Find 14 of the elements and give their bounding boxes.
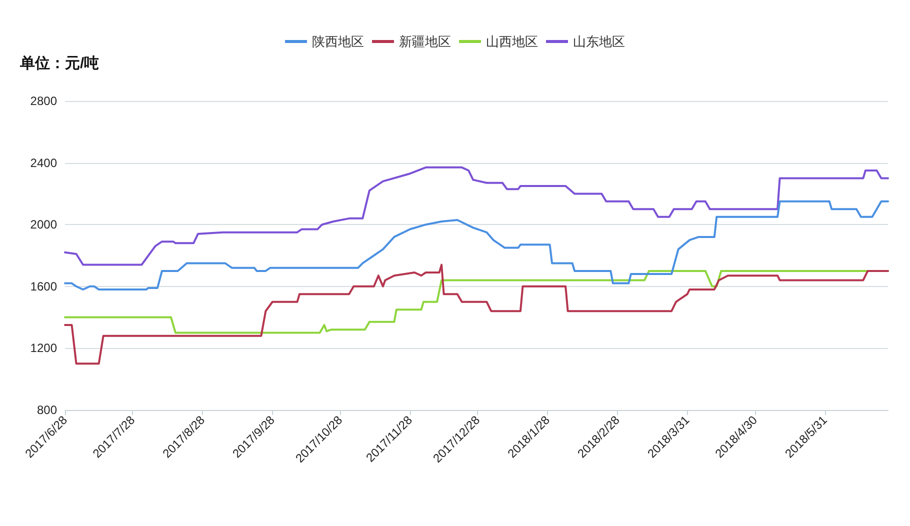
legend-label: 陕西地区 [312,34,364,49]
y-tick-label: 2400 [30,156,58,170]
legend-label: 山东地区 [573,34,625,49]
line-series [64,166,889,266]
legend-label: 新疆地区 [399,34,451,49]
y-axis-title: 单位：元/吨 [19,55,100,72]
line-series [64,264,889,365]
y-tick-label: 1200 [30,341,58,356]
y-tick-label: 1600 [30,279,58,294]
y-tick-label: 2800 [30,94,58,108]
y-tick-label: 800 [36,403,58,417]
line-series [64,200,889,290]
legend-label: 山西地区 [486,34,538,49]
y-tick-label: 2000 [30,218,58,232]
